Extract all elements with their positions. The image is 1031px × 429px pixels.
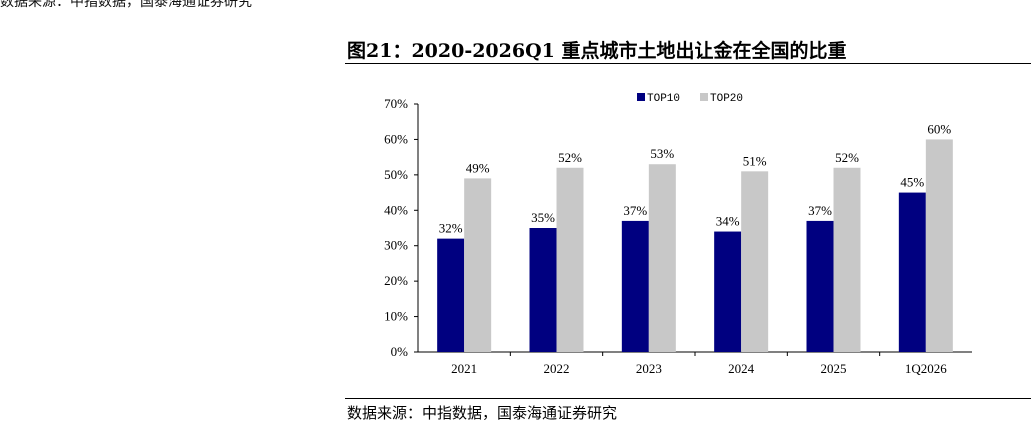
bar-top10 xyxy=(437,238,465,352)
data-label: 52% xyxy=(558,150,582,165)
legend-swatch-top10 xyxy=(637,93,645,101)
data-label: 49% xyxy=(466,160,490,175)
bar-top20 xyxy=(648,164,676,352)
bar-top10 xyxy=(621,220,649,352)
source-rule xyxy=(345,398,1031,399)
bar-top20 xyxy=(925,139,953,352)
data-label: 37% xyxy=(808,203,832,218)
bar-top10 xyxy=(898,192,926,352)
data-label: 60% xyxy=(927,121,951,136)
bar-top20 xyxy=(741,171,769,352)
y-tick-label: 50% xyxy=(384,167,408,182)
bar-top10 xyxy=(714,231,742,352)
y-tick-label: 40% xyxy=(384,202,408,217)
bar-top20 xyxy=(556,167,584,352)
x-tick-label: 1Q2026 xyxy=(905,361,947,376)
title-rule xyxy=(345,63,1031,64)
data-label: 34% xyxy=(716,214,740,229)
y-tick-label: 0% xyxy=(391,344,409,359)
legend-label-top20: TOP20 xyxy=(710,93,743,105)
data-label: 32% xyxy=(439,221,463,236)
x-tick-label: 2022 xyxy=(544,361,570,376)
y-tick-label: 10% xyxy=(384,309,408,324)
y-tick-label: 30% xyxy=(384,238,408,253)
legend-swatch-top20 xyxy=(700,93,708,101)
data-label: 51% xyxy=(743,153,767,168)
bar-top10 xyxy=(806,220,834,352)
x-tick-label: 2025 xyxy=(821,361,847,376)
bar-top20 xyxy=(833,167,861,352)
data-label: 52% xyxy=(835,150,859,165)
y-tick-label: 70% xyxy=(384,96,408,111)
data-label: 37% xyxy=(623,203,647,218)
data-label: 35% xyxy=(531,210,555,225)
x-tick-label: 2021 xyxy=(451,361,477,376)
cropped-header-text: 数据来源：中指数据，国泰海通证券研究 xyxy=(0,0,252,10)
bar-top10 xyxy=(529,228,557,352)
data-label: 45% xyxy=(900,175,924,190)
legend-label-top10: TOP10 xyxy=(647,93,680,105)
y-tick-label: 60% xyxy=(384,131,408,146)
y-tick-label: 20% xyxy=(384,273,408,288)
x-tick-label: 2023 xyxy=(636,361,662,376)
x-tick-label: 2024 xyxy=(728,361,755,376)
source-note: 数据来源：中指数据，国泰海通证券研究 xyxy=(347,404,618,422)
figure-title: 图21：2020-2026Q1 重点城市土地出让金在全国的比重 xyxy=(347,40,847,62)
bar-top20 xyxy=(464,178,492,352)
data-label: 53% xyxy=(650,146,674,161)
